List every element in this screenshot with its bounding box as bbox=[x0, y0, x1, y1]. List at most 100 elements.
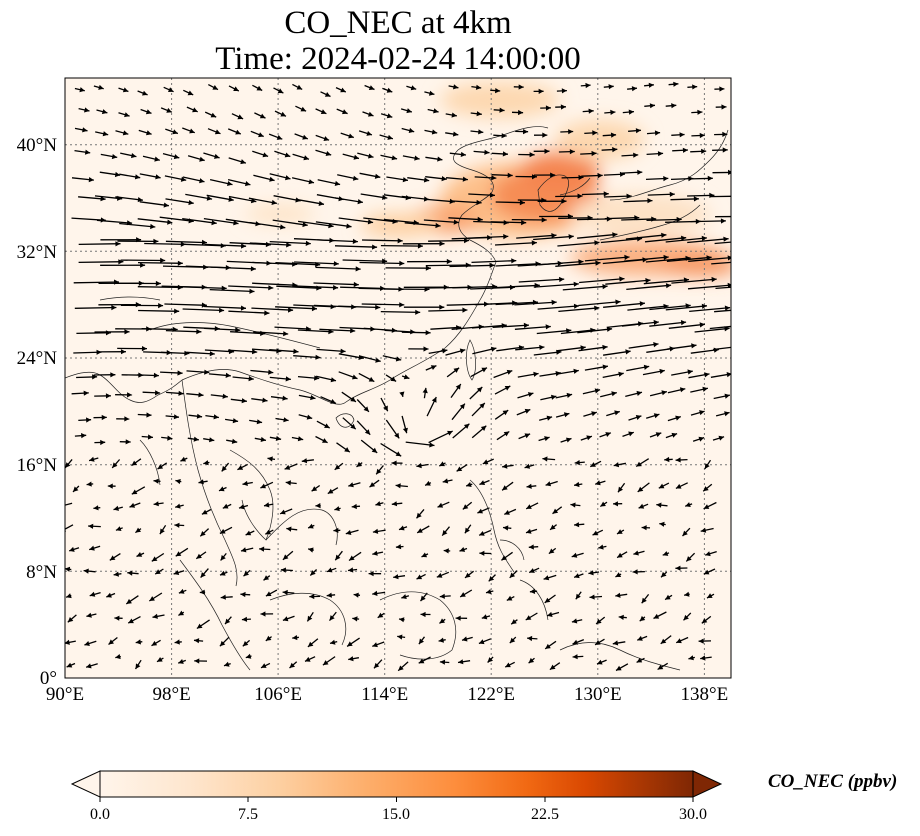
wind-vector bbox=[494, 284, 540, 289]
wind-vector bbox=[649, 321, 687, 327]
wind-vector-head bbox=[484, 149, 490, 155]
wind-vector-head bbox=[643, 364, 650, 370]
wind-vector-head bbox=[661, 390, 667, 396]
wind-vector-head bbox=[86, 612, 92, 618]
lon-tick-label: 122°E bbox=[467, 684, 515, 705]
wind-vector-head bbox=[547, 611, 553, 617]
wind-vector-head bbox=[478, 639, 485, 645]
wind-vector-head bbox=[501, 555, 507, 561]
wind-vector-head bbox=[501, 133, 507, 139]
wind-vector-head bbox=[544, 148, 550, 154]
wind-vector-head bbox=[111, 305, 117, 311]
wind-vector bbox=[363, 217, 398, 223]
wind-vector-head bbox=[222, 503, 229, 509]
wind-vector-head bbox=[628, 109, 634, 115]
wind-vector-head bbox=[282, 589, 288, 596]
wind-vector bbox=[452, 285, 498, 289]
wind-vector-head bbox=[546, 415, 553, 421]
wind-vector-head bbox=[155, 390, 161, 396]
wind-vector-head bbox=[574, 481, 580, 488]
wind-vector-head bbox=[538, 88, 544, 94]
wind-vector bbox=[73, 281, 120, 284]
wind-vector-head bbox=[307, 641, 314, 647]
wind-vector-head bbox=[335, 554, 341, 561]
wind-vector-head bbox=[750, 306, 755, 311]
wind-vector-head bbox=[595, 260, 601, 266]
wind-vector-head bbox=[383, 405, 388, 412]
wind-vector-head bbox=[334, 506, 340, 512]
wind-vector-head bbox=[563, 412, 570, 418]
wind-vector-head bbox=[391, 501, 398, 507]
wind-vector-head bbox=[372, 550, 378, 556]
wind-vector-head bbox=[198, 392, 204, 398]
wind-vector-head bbox=[151, 640, 158, 646]
wind-vector bbox=[603, 302, 645, 308]
wind-vector-head bbox=[107, 483, 113, 489]
wind-vector-head bbox=[352, 374, 358, 380]
wind-vector-head bbox=[368, 153, 374, 159]
wind-vector bbox=[604, 216, 640, 220]
wind-vector bbox=[76, 332, 112, 335]
wind-vector-head bbox=[487, 657, 493, 663]
wind-vector-head bbox=[542, 132, 548, 138]
wind-vector-head bbox=[340, 87, 346, 93]
wind-vector-head bbox=[691, 343, 697, 349]
wind-vector-head bbox=[167, 435, 173, 441]
wind-vector-head bbox=[180, 456, 186, 462]
wind-vector bbox=[713, 346, 731, 351]
lon-tick-label: 130°E bbox=[574, 684, 622, 705]
wind-vector-head bbox=[687, 369, 693, 375]
wind-vector-head bbox=[718, 435, 725, 441]
wind-vector-head bbox=[347, 641, 353, 647]
wind-vector-head bbox=[480, 425, 487, 431]
wind-vector-head bbox=[114, 615, 120, 621]
wind-vector bbox=[687, 284, 731, 290]
wind-vector-head bbox=[613, 501, 618, 507]
wind-vector-head bbox=[631, 86, 637, 92]
wind-vector bbox=[204, 243, 247, 247]
wind-vector-head bbox=[490, 346, 497, 352]
wind-vector-head bbox=[442, 530, 448, 536]
wind-vector-head bbox=[101, 109, 108, 115]
wind-vectors bbox=[65, 81, 755, 672]
wind-vector-head bbox=[518, 109, 524, 116]
wind-vector-head bbox=[451, 112, 457, 118]
wind-vector-head bbox=[196, 553, 202, 559]
wind-vector-head bbox=[701, 148, 707, 154]
wind-vector bbox=[274, 326, 312, 330]
wind-vector-head bbox=[390, 376, 397, 382]
wind-vector-head bbox=[684, 591, 690, 597]
wind-vector-head bbox=[675, 483, 682, 489]
wind-vector-head bbox=[177, 370, 183, 376]
wind-vector-head bbox=[131, 460, 138, 466]
wind-vector-head bbox=[375, 501, 381, 507]
wind-vector-head bbox=[638, 503, 645, 509]
wind-vector-head bbox=[618, 486, 623, 493]
wind-vector-head bbox=[561, 198, 567, 204]
wind-vector-head bbox=[177, 260, 183, 266]
wind-vector-head bbox=[115, 241, 121, 247]
wind-vector-head bbox=[306, 414, 313, 420]
wind-vector-head bbox=[235, 327, 241, 333]
wind-vector-head bbox=[147, 434, 153, 440]
wind-vector bbox=[230, 331, 266, 335]
wind-vector-head bbox=[477, 508, 483, 514]
wind-vector-head bbox=[297, 436, 304, 442]
wind-vector-head bbox=[293, 348, 299, 354]
wind-vector bbox=[533, 235, 574, 241]
wind-vector-head bbox=[647, 198, 653, 204]
wind-vector-head bbox=[658, 483, 665, 489]
wind-vector-head bbox=[441, 176, 447, 182]
wind-vector-head bbox=[240, 305, 246, 311]
wind-vector-head bbox=[502, 151, 508, 157]
wind-vector bbox=[423, 219, 459, 224]
wind-vector-head bbox=[481, 367, 487, 373]
wind-vector-head bbox=[214, 129, 221, 135]
wind-vector bbox=[449, 264, 495, 268]
wind-vector-head bbox=[605, 432, 611, 437]
wind-vector-head bbox=[196, 623, 203, 629]
wind-vector-head bbox=[460, 592, 466, 597]
wind-vector-head bbox=[173, 154, 180, 160]
wind-vector-head bbox=[528, 657, 535, 664]
wind-vector-head bbox=[459, 547, 466, 552]
